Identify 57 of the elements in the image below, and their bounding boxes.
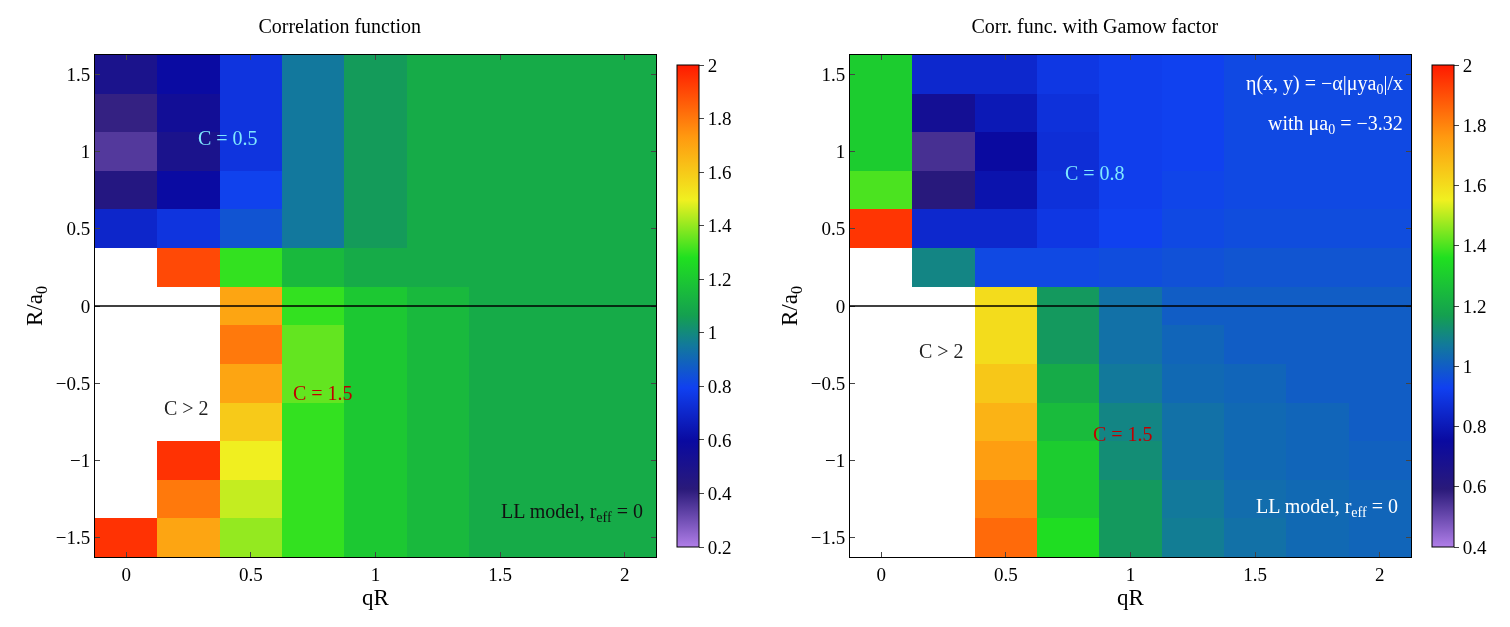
annotation: η(x, y) = −α|μya$_{0}$|/x [1246,72,1403,98]
color-bar-label: 0.8 [707,375,732,397]
y-tick-label: −1 [824,450,846,472]
color-bar-label: 2 [1462,54,1473,76]
y-tick-label: −0.5 [810,372,846,394]
x-axis-title: qR [362,584,390,610]
y-tick-label: −1 [69,450,91,472]
annotation: C = 1.5 [1093,423,1153,445]
color-bar-label: 0.4 [707,483,733,505]
x-tick-label: 0.5 [238,563,263,585]
x-tick-label: 0.5 [993,563,1018,585]
annotation: with μa$_{0}$ = −3.32 [1268,112,1403,138]
chart-title: Correlation function [258,14,422,37]
color-bar-label: 1 [707,322,718,344]
y-tick-label: 1 [80,141,91,163]
color-bar-label: 1.2 [707,268,732,290]
color-bar-label: 1.2 [1462,295,1487,317]
annotation: C = 0.5 [198,127,258,149]
x-tick-label: 0 [876,563,886,585]
color-bar-label: 0.6 [1462,476,1487,498]
color-bar-label: 0.4 [1462,536,1488,558]
annotation: C > 2 [919,340,964,362]
y-tick-label: 0.5 [66,218,91,240]
y-tick-label: 0 [80,295,91,317]
y-tick-label: −1.5 [55,527,91,549]
annotation: LL model, r$_{eff}$ = 0 [1256,495,1398,521]
y-tick-label: 0.5 [821,218,846,240]
x-tick-label: 1 [1125,563,1136,585]
color-bar-label: 1.4 [707,215,733,237]
y-tick-label: −1.5 [810,527,846,549]
x-tick-label: 1.5 [488,563,513,585]
x-tick-label: 2 [620,563,630,585]
color-bar-label: 1.6 [707,161,732,183]
x-tick-label: 2 [1375,563,1385,585]
annotation: C > 2 [164,397,209,419]
color-bar-label: 1 [1462,355,1473,377]
x-axis-title: qR [1117,584,1145,610]
color-bar-label: 0.6 [707,429,732,451]
color-bar-label: 1.8 [1462,114,1487,136]
x-tick-label: 1 [370,563,381,585]
color-bar-label: 1.8 [707,108,732,130]
color-bar-label: 0.8 [1462,416,1487,438]
y-tick-label: −0.5 [55,372,91,394]
y-tick-label: 1.5 [66,63,91,85]
color-bar-label: 0.2 [707,536,732,558]
chart-title: Corr. func. with Gamow factor [971,14,1219,37]
color-bar-label: 1.6 [1462,175,1487,197]
x-tick-label: 0 [121,563,131,585]
color-bar-label: 1.4 [1462,235,1488,257]
y-tick-label: 0 [835,295,846,317]
y-tick-label: 1.5 [821,63,846,85]
annotation: LL model, r$_{eff}$ = 0 [501,500,643,526]
x-tick-label: 1.5 [1243,563,1268,585]
y-tick-label: 1 [835,141,846,163]
annotation: C = 0.8 [1065,162,1125,184]
annotation: C = 1.5 [293,382,353,404]
color-bar-label: 2 [707,54,718,76]
